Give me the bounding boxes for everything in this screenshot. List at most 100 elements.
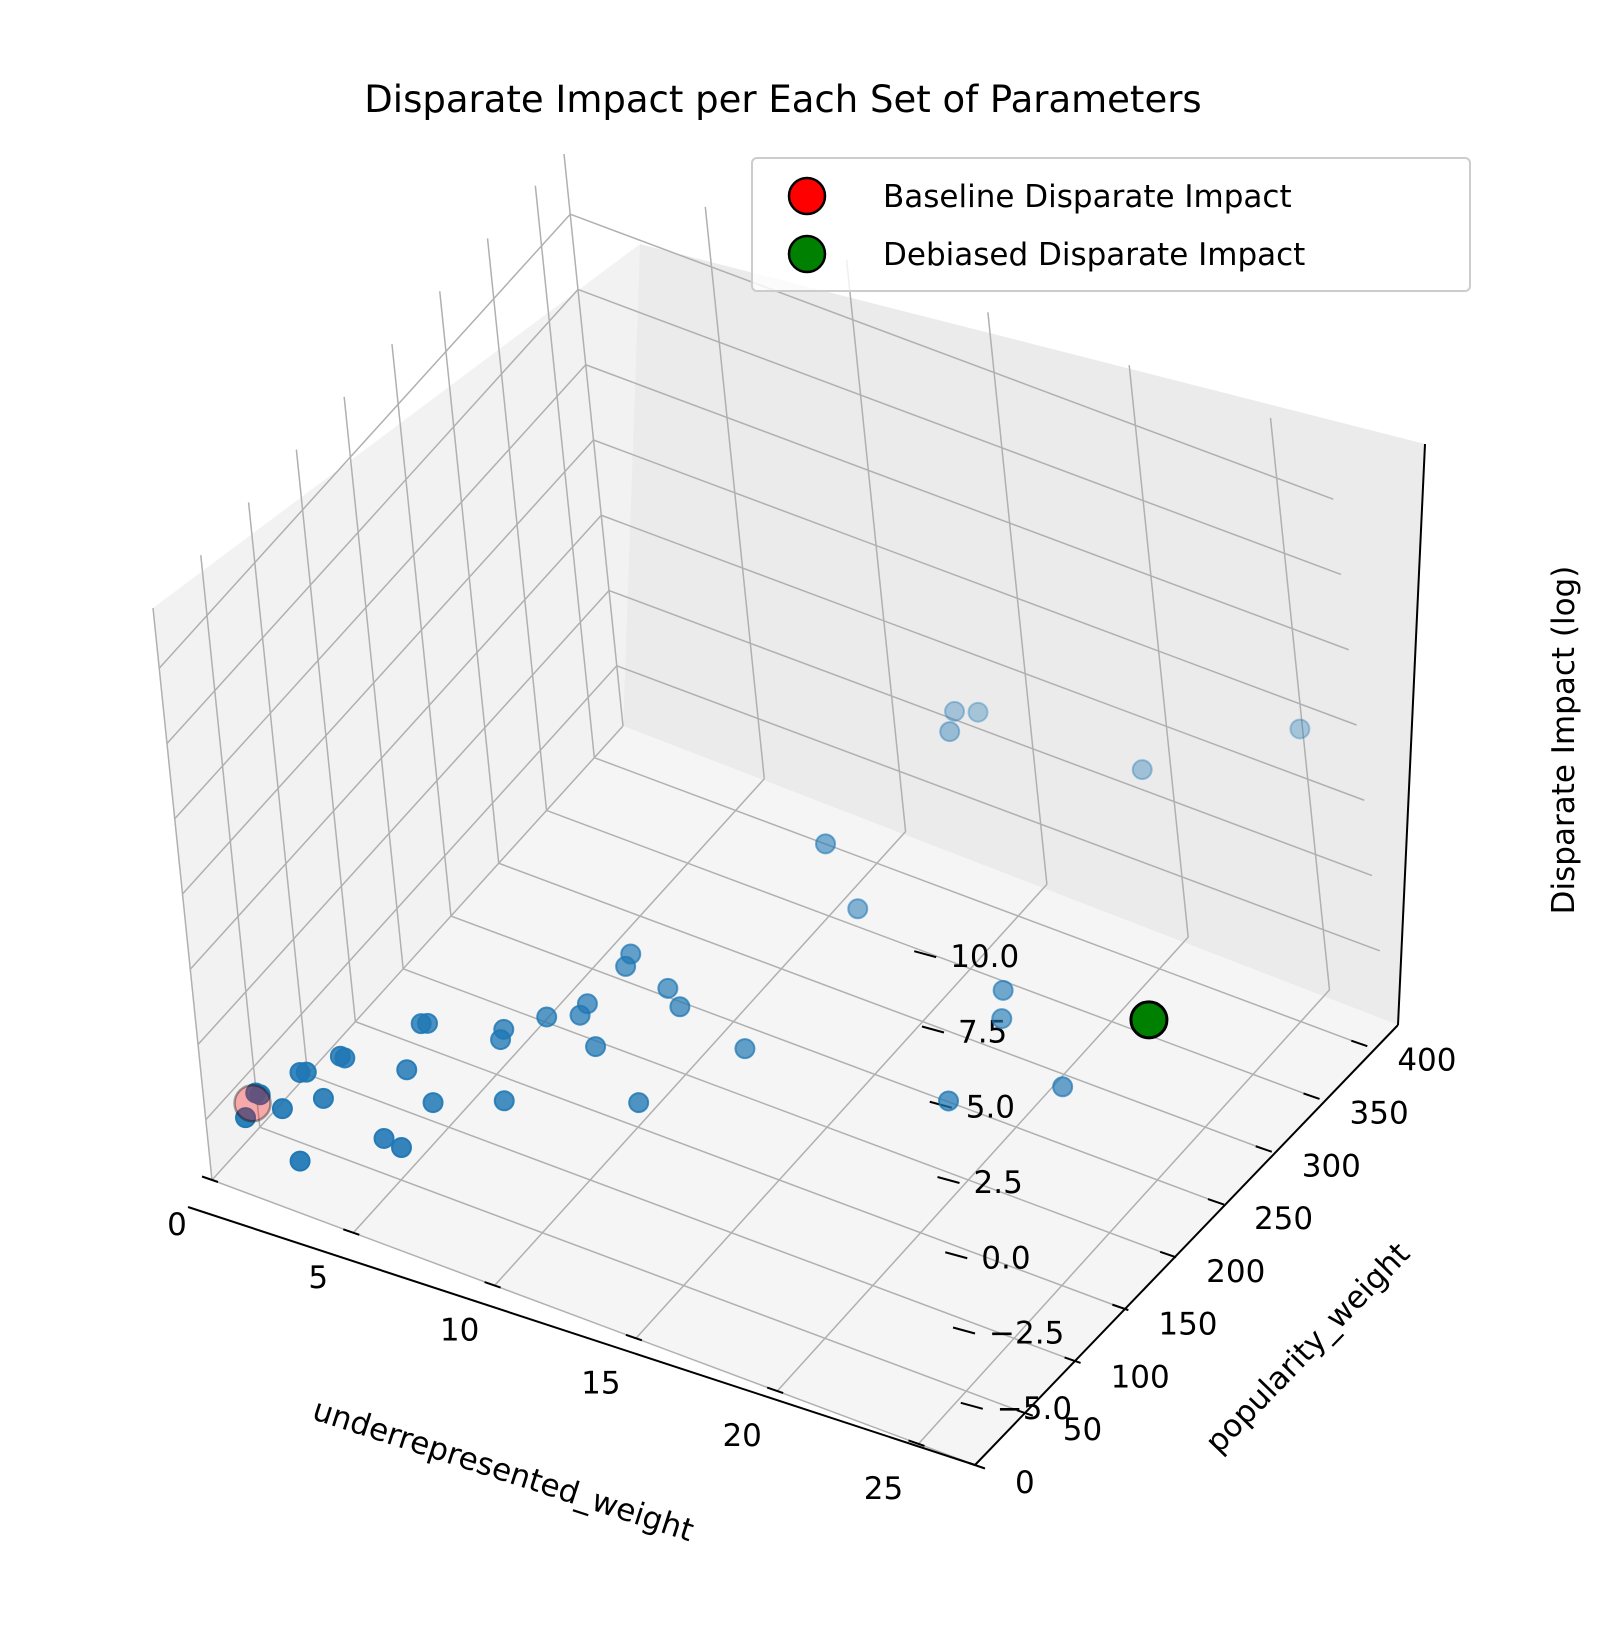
z-axis-line <box>1397 443 1426 1026</box>
y-tick-label: 50 <box>1063 1412 1102 1448</box>
floor-pane <box>212 726 1398 1465</box>
data-point <box>490 1029 512 1051</box>
legend-label-baseline: Baseline Disparate Impact <box>883 179 1292 215</box>
x-tick <box>484 1281 501 1289</box>
y-tick <box>1159 1250 1177 1259</box>
data-point <box>312 1087 334 1109</box>
gridline-z <box>189 514 602 970</box>
gridline-z <box>181 439 595 895</box>
gridline-y <box>259 1126 1024 1413</box>
gridline-z <box>601 514 1365 801</box>
y-tick <box>968 1462 986 1470</box>
y-tick <box>1112 1303 1129 1312</box>
data-point <box>944 700 966 722</box>
y-tick-label: 350 <box>1350 1095 1409 1131</box>
y-tick-label: 150 <box>1158 1307 1217 1343</box>
gridline-y <box>546 809 1310 1097</box>
legend-marker-baseline <box>787 176 827 216</box>
y-tick-label: 250 <box>1254 1201 1313 1237</box>
left-pane <box>153 244 640 1180</box>
z-tick <box>960 1401 984 1410</box>
y-tick-label: 400 <box>1397 1043 1456 1079</box>
data-point <box>235 1107 257 1129</box>
data-point <box>657 977 679 999</box>
gridline-x <box>776 936 1189 1392</box>
data-point <box>939 721 961 743</box>
data-point <box>493 1090 515 1112</box>
z-tick-label: −5.0 <box>997 1391 1072 1427</box>
x-tick-label: 15 <box>581 1365 620 1401</box>
gridline-z <box>205 665 618 1121</box>
gridline-y <box>450 915 1215 1202</box>
legend-frame <box>751 157 1471 292</box>
z-tick-label: 0.0 <box>981 1240 1030 1276</box>
data-point <box>615 955 637 977</box>
gridline-x <box>917 989 1331 1445</box>
y-axis-line <box>974 1024 1399 1466</box>
data-point <box>628 1092 650 1114</box>
data-point <box>396 1059 418 1081</box>
data-point <box>992 979 1014 1001</box>
z-tick <box>921 1025 945 1034</box>
scatter-points <box>233 700 1311 1172</box>
data-point <box>289 1061 311 1083</box>
data-point <box>422 1092 444 1114</box>
z-tick-label: −2.5 <box>989 1316 1064 1352</box>
y-tick <box>1016 1409 1034 1417</box>
x-tick <box>625 1333 643 1342</box>
y-tick <box>1351 1039 1368 1048</box>
gridline-y <box>355 1020 1119 1308</box>
gridline-y <box>307 1073 1071 1361</box>
data-point <box>373 1127 395 1149</box>
x-tick-label: 25 <box>864 1471 903 1507</box>
x-tick-label: 10 <box>440 1313 479 1349</box>
z-tick <box>952 1326 976 1335</box>
data-point <box>669 996 691 1018</box>
legend: Baseline Disparate Impact Debiased Dispa… <box>751 157 1471 292</box>
gridline-z <box>616 665 1381 952</box>
data-point <box>967 701 989 723</box>
gridline-x <box>352 778 765 1234</box>
data-point <box>1289 718 1311 740</box>
data-point <box>289 1150 311 1172</box>
data-point <box>847 898 869 920</box>
gridlines <box>152 153 1381 1466</box>
gridline-z <box>158 213 571 669</box>
legend-marker-debiased <box>787 234 827 274</box>
y-tick-label: 300 <box>1302 1148 1361 1184</box>
x-tick <box>766 1386 784 1395</box>
gridline-y <box>498 862 1263 1149</box>
gridline-x <box>635 883 1048 1339</box>
y-tick <box>1064 1356 1081 1364</box>
x-axis-line <box>187 1206 976 1466</box>
gridline-y <box>402 968 1167 1255</box>
debiased-point <box>1129 1000 1169 1040</box>
z-tick <box>913 950 937 959</box>
y-tick-label: 200 <box>1206 1254 1265 1290</box>
data-point <box>1052 1076 1074 1098</box>
x-tick-label: 5 <box>308 1260 328 1296</box>
data-point <box>734 1038 756 1060</box>
y-tick-label: 0 <box>1015 1465 1035 1501</box>
x-tick <box>201 1175 219 1183</box>
z-tick-label: 10.0 <box>950 939 1019 975</box>
data-point <box>938 1090 960 1112</box>
legend-label-debiased: Debiased Disparate Impact <box>883 237 1305 273</box>
y-tick <box>1207 1198 1225 1206</box>
gridline-x <box>494 831 907 1287</box>
data-point <box>585 1036 607 1058</box>
z-tick-label: 5.0 <box>966 1090 1015 1126</box>
y-tick-label: 100 <box>1111 1359 1170 1395</box>
z-tick-label: 2.5 <box>974 1165 1023 1201</box>
x-tick-label: 20 <box>722 1418 761 1454</box>
data-point <box>329 1045 351 1067</box>
data-point <box>536 1006 558 1028</box>
data-point <box>390 1137 412 1159</box>
gridline-z <box>585 364 1349 651</box>
gridline-z <box>197 590 610 1046</box>
x-tick-label: 0 <box>167 1207 187 1243</box>
gridline-z <box>608 589 1373 877</box>
data-point <box>569 1004 591 1026</box>
